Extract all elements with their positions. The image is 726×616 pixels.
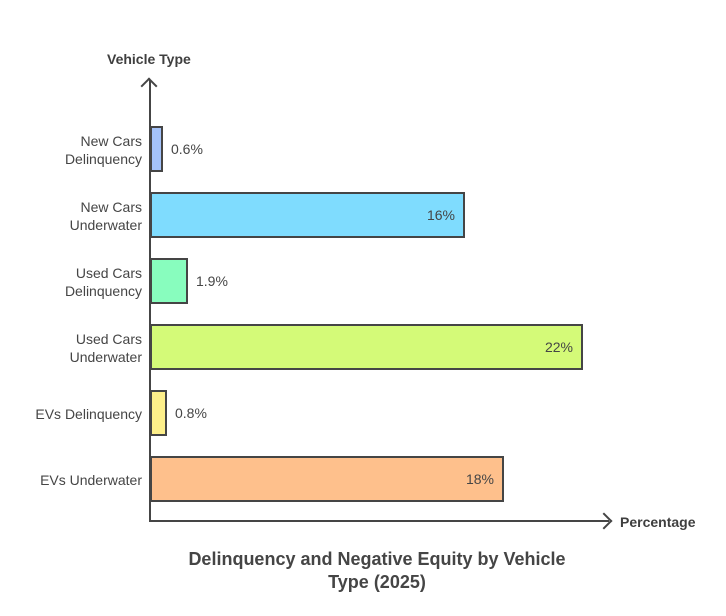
bar-value-label: 18%	[465, 471, 494, 487]
bar-value-label: 1.9%	[196, 273, 228, 289]
bar-value-label: 0.6%	[171, 141, 203, 157]
bar: 16%	[150, 192, 465, 238]
bar: 18%	[150, 456, 504, 502]
category-label-line: Used Cars	[75, 265, 142, 281]
category-label: EVs Underwater	[2, 471, 142, 489]
bar: 22%	[150, 324, 583, 370]
category-label-line: Delinquency	[64, 283, 142, 299]
category-label: New Cars Delinquency	[2, 132, 142, 168]
bar	[150, 258, 188, 304]
bar-value-label: 22%	[544, 339, 573, 355]
category-label-line: New Cars	[80, 133, 142, 149]
chart-title: Delinquency and Negative Equity by Vehic…	[0, 548, 726, 594]
bar-value-label: 0.8%	[175, 405, 207, 421]
category-label-line: Delinquency	[64, 151, 142, 167]
category-label-line: Underwater	[69, 349, 142, 365]
x-axis-arrow-icon	[595, 512, 613, 530]
y-axis-arrow-icon	[140, 77, 158, 95]
category-label: Used Cars Delinquency	[2, 264, 142, 300]
category-label-line: Underwater	[69, 217, 142, 233]
x-axis-line	[149, 520, 609, 522]
category-label: New Cars Underwater	[2, 198, 142, 234]
bar-value-label: 16%	[426, 207, 455, 223]
chart-title-line: Type (2025)	[328, 572, 426, 592]
category-label-line: Used Cars	[75, 331, 142, 347]
x-axis-title: Percentage	[620, 514, 696, 530]
category-label-line: New Cars	[80, 199, 142, 215]
category-label: Used Cars Underwater	[2, 330, 142, 366]
category-label-line: EVs Delinquency	[35, 406, 142, 422]
bar	[150, 390, 167, 436]
bar	[150, 126, 163, 172]
category-label: EVs Delinquency	[2, 405, 142, 423]
category-label-line: EVs Underwater	[40, 472, 142, 488]
y-axis-title: Vehicle Type	[107, 51, 191, 67]
chart-title-line: Delinquency and Negative Equity by Vehic…	[188, 549, 566, 569]
